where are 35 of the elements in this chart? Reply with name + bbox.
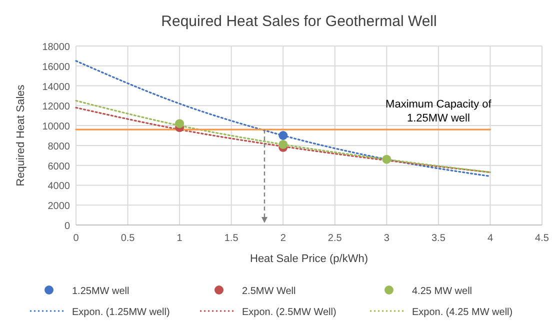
legend-label: Expon. (4.25 MW well): [412, 307, 513, 318]
y-tick-label: 10000: [42, 122, 70, 133]
line-series: [75, 60, 492, 178]
y-tick-label: 8000: [48, 141, 70, 152]
y-tick-label: 16000: [42, 62, 70, 73]
chart-title: Required Heat Sales for Geothermal Well: [161, 13, 437, 30]
y-tick-label: 0: [64, 221, 70, 232]
x-tick-label: 1: [176, 233, 183, 244]
y-tick-label: 2000: [48, 201, 70, 212]
x-tick-label: 4: [487, 233, 494, 244]
x-tick-label: 3.5: [431, 233, 446, 244]
legend-label: Expon. (1.25MW well): [72, 307, 170, 318]
x-tick-label: 2.5: [328, 233, 342, 244]
x-tick-label: 3: [384, 233, 390, 244]
y-tick-label: 4000: [48, 181, 70, 192]
point: [175, 119, 184, 128]
legend-label: 2.5MW Well: [242, 286, 296, 297]
legend-label: 4.25 MW well: [412, 286, 472, 297]
x-axis-title: Heat Sale Price (p/kWh): [250, 253, 368, 265]
y-tick-label: 14000: [42, 82, 70, 93]
y-tick-label: 18000: [42, 42, 70, 53]
legend-label: Expon. (2.5MW Well): [242, 307, 336, 318]
point: [278, 140, 288, 149]
legend-label: 1.25MW well: [72, 286, 130, 297]
x-tick-label: 0.5: [120, 233, 136, 244]
point: [278, 131, 288, 140]
x-tick-label: 1.5: [224, 233, 239, 244]
y-tick-label: 6000: [48, 161, 70, 172]
y-tick-label: 12000: [42, 102, 70, 113]
x-tick-label: 0: [73, 233, 80, 244]
annotation: Maximum Capacity of 1.25MW well: [386, 98, 492, 125]
point: [382, 154, 392, 164]
x-tick-label: 4.5: [535, 233, 550, 244]
y-axis-title: Required Heat Sales: [15, 84, 27, 186]
x-tick-label: 2: [280, 233, 286, 244]
